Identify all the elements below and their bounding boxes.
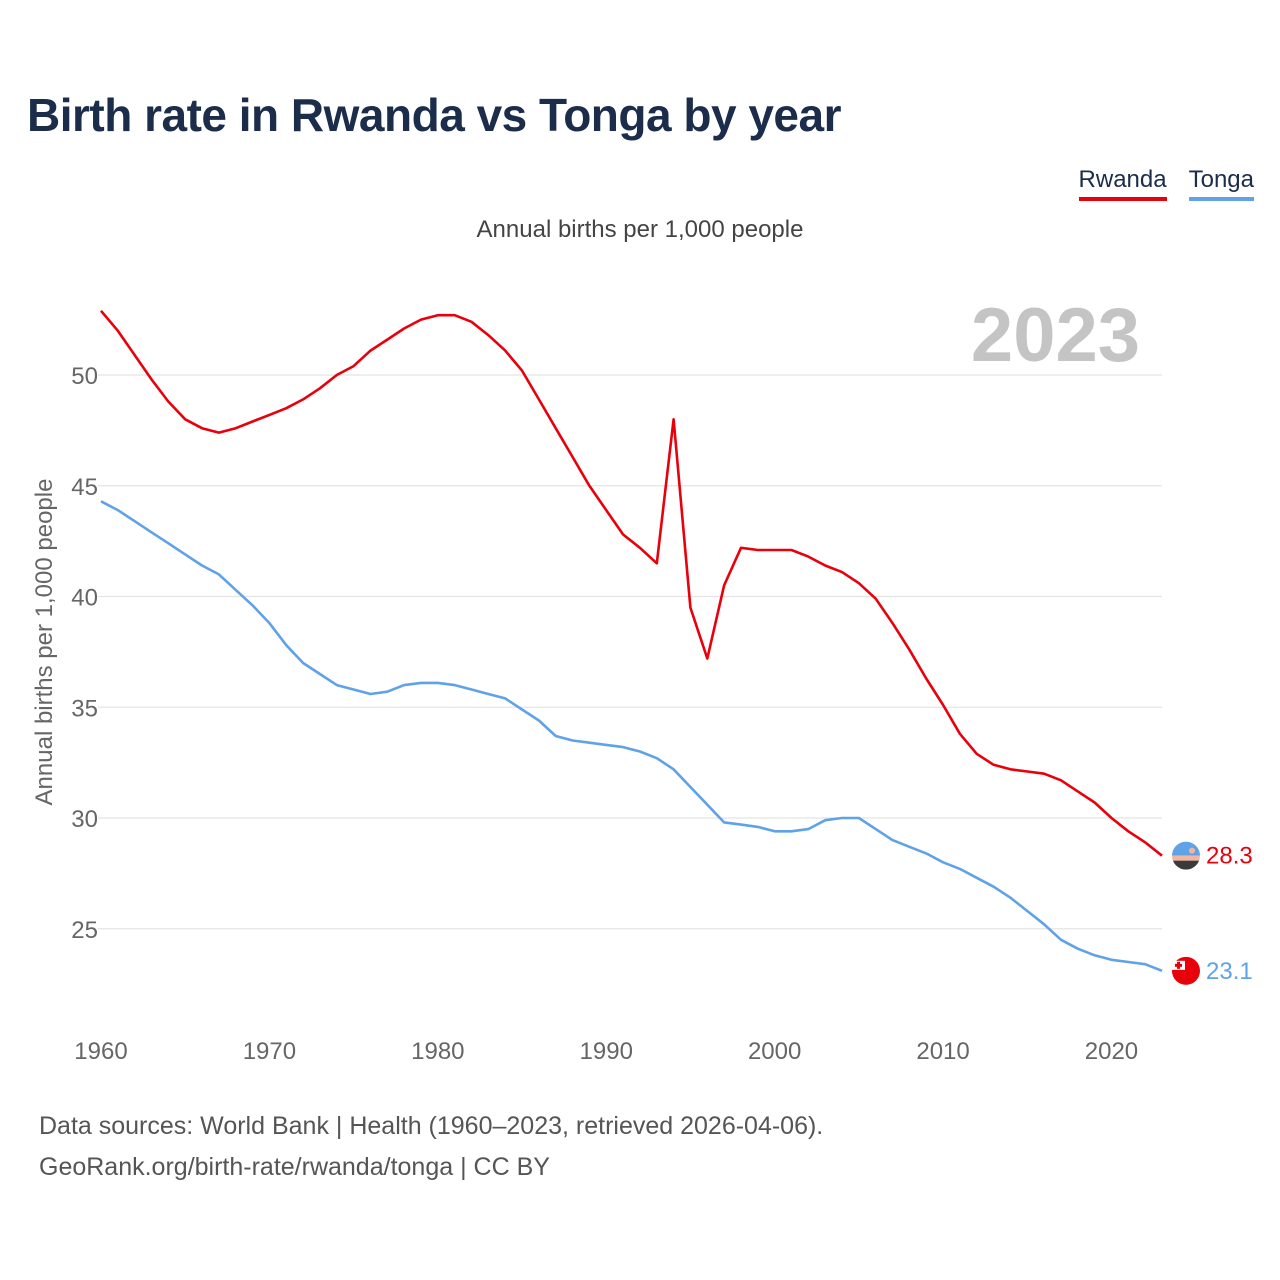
series-line-rwanda (100, 309, 1163, 857)
end-value-label-rwanda: 28.3 (1206, 843, 1253, 870)
year-watermark: 2023 (971, 293, 1140, 378)
end-markers: 28.3 23.1 (1172, 841, 1253, 985)
y-tick-label: 30 (71, 806, 98, 833)
y-axis-ticks: 25 30 35 40 45 50 (71, 363, 98, 944)
end-value-label-tonga: 23.1 (1206, 958, 1253, 985)
y-tick-label: 50 (71, 363, 98, 390)
x-tick-label: 1960 (74, 1038, 127, 1065)
legend: Rwanda Tonga (1078, 166, 1254, 201)
y-axis-label: Annual births per 1,000 people (31, 479, 58, 806)
x-tick-label: 2010 (916, 1038, 969, 1065)
gridlines (98, 374, 1162, 930)
rwanda-flag-icon (1172, 841, 1200, 870)
source-note: Data sources: World Bank | Health (1960–… (39, 1106, 823, 1188)
legend-item-rwanda[interactable]: Rwanda (1078, 166, 1167, 201)
series-lines (100, 309, 1163, 973)
x-tick-label: 1990 (580, 1038, 633, 1065)
source-line-1: Data sources: World Bank | Health (1960–… (39, 1112, 824, 1140)
tonga-flag-icon (1172, 956, 1200, 985)
y-tick-label: 25 (71, 917, 98, 944)
chart-subtitle: Annual births per 1,000 people (476, 216, 804, 243)
y-tick-label: 45 (71, 474, 98, 501)
y-tick-label: 35 (71, 695, 98, 722)
y-tick-label: 40 (71, 585, 98, 612)
legend-item-tonga[interactable]: Tonga (1188, 166, 1254, 201)
chart-title: Birth rate in Rwanda vs Tonga by year (27, 89, 841, 141)
series-line-tonga (100, 500, 1163, 973)
x-tick-label: 1970 (243, 1038, 296, 1065)
x-tick-label: 2000 (748, 1038, 801, 1065)
x-tick-label: 1980 (411, 1038, 464, 1065)
x-tick-label: 2020 (1085, 1038, 1138, 1065)
x-axis-ticks: 1960 1970 1980 1990 2000 2010 2020 (74, 1038, 1138, 1065)
source-line-2[interactable]: GeoRank.org/birth-rate/rwanda/tonga | CC… (39, 1153, 550, 1181)
